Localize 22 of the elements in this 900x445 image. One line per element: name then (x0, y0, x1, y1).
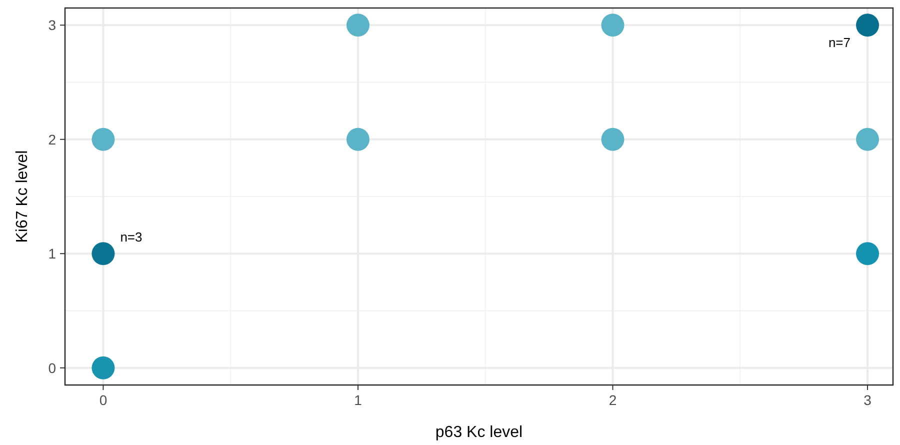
point (346, 14, 370, 37)
annotation: n=3 (120, 230, 142, 245)
y-tick-label: 1 (48, 246, 56, 262)
x-tick-label: 0 (99, 392, 108, 408)
y-axis-title: Ki67 Kc level (14, 150, 31, 243)
point (92, 356, 115, 380)
y-tick-label: 2 (48, 131, 56, 148)
point (856, 128, 880, 151)
point (92, 242, 115, 266)
annotation: n=7 (828, 35, 851, 50)
x-tick-label: 1 (354, 392, 362, 408)
point (856, 14, 880, 37)
point (856, 242, 880, 266)
y-tick-label: 0 (48, 360, 56, 376)
point (92, 128, 115, 151)
x-tick-label: 2 (608, 392, 617, 408)
y-tick-label: 3 (48, 17, 56, 34)
x-axis-title: p63 Kc level (435, 424, 523, 441)
x-tick-label: 3 (864, 392, 872, 408)
point (346, 128, 370, 151)
point (601, 128, 624, 151)
point (601, 14, 624, 37)
